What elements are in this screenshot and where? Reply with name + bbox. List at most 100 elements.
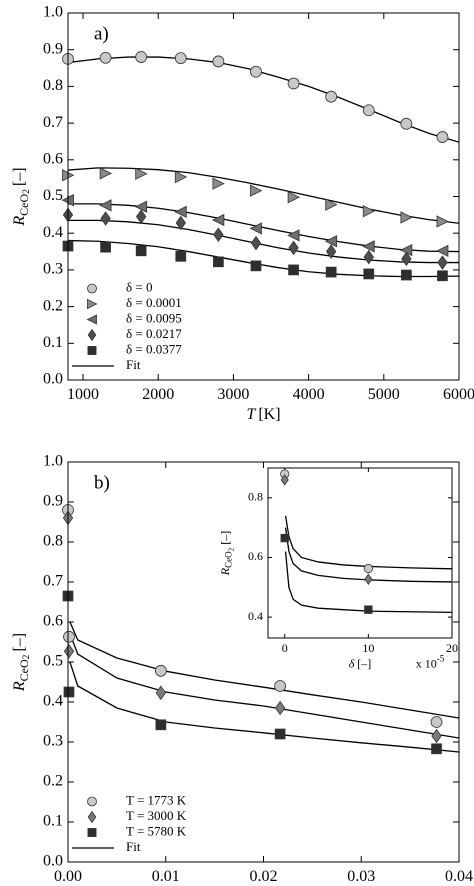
x-tick-label: 4000 bbox=[293, 386, 325, 403]
y-tick-label: 1.0 bbox=[43, 453, 63, 470]
marker bbox=[437, 255, 448, 270]
marker bbox=[175, 215, 186, 231]
y-label-subsub: 2 bbox=[21, 654, 32, 659]
marker bbox=[325, 266, 337, 278]
marker bbox=[288, 264, 299, 276]
legend-label: T = 1773 K bbox=[126, 792, 187, 807]
y-tick-label: 0.7 bbox=[43, 573, 63, 590]
y-label-unit: [–] bbox=[218, 531, 232, 545]
y-tick-label: 0.1 bbox=[43, 813, 63, 830]
marker bbox=[362, 205, 376, 218]
y-tick-label: 0.6 bbox=[43, 150, 63, 167]
marker bbox=[135, 51, 148, 63]
legend-label: δ = 0.0217 bbox=[126, 326, 182, 341]
chart-2: 0 10 200.40.60.8δ [–]RCeO2[–]x 10-5 bbox=[218, 467, 458, 670]
marker bbox=[99, 167, 112, 180]
marker bbox=[287, 77, 300, 90]
fit-line bbox=[68, 239, 459, 278]
y-tick-label: 1.0 bbox=[43, 4, 63, 21]
marker bbox=[325, 90, 338, 103]
marker bbox=[280, 474, 289, 486]
marker bbox=[174, 52, 187, 65]
y-axis-label: RCeO2 [–] bbox=[11, 167, 33, 226]
plot-frame bbox=[67, 12, 460, 381]
legend-label: T = 5780 K bbox=[126, 823, 187, 838]
y-tick-label: 0.3 bbox=[43, 733, 63, 750]
plot-frame bbox=[67, 461, 460, 863]
plot-background bbox=[268, 468, 452, 638]
y-tick-label: 0.9 bbox=[43, 493, 63, 510]
marker bbox=[364, 573, 373, 585]
x-tick-label: 0.02 bbox=[250, 868, 278, 885]
marker bbox=[99, 199, 112, 212]
marker bbox=[212, 55, 225, 68]
marker bbox=[274, 728, 286, 740]
x-axis-label: δ [–] bbox=[349, 656, 372, 670]
legend-label: Fit bbox=[126, 357, 141, 372]
marker bbox=[400, 117, 413, 130]
marker bbox=[155, 719, 167, 731]
marker bbox=[250, 235, 262, 251]
marker bbox=[135, 167, 148, 180]
y-tick-label: 0.4 bbox=[43, 224, 63, 241]
fit-line bbox=[69, 661, 459, 753]
marker bbox=[174, 170, 188, 184]
marker bbox=[287, 229, 300, 242]
y-label-symbol: R bbox=[218, 567, 232, 576]
marker bbox=[288, 240, 299, 256]
legend-marker bbox=[87, 796, 97, 807]
marker bbox=[250, 260, 262, 272]
marker bbox=[362, 104, 375, 117]
fit-line bbox=[284, 515, 452, 570]
marker bbox=[63, 686, 75, 698]
y-tick-label: 0.1 bbox=[43, 334, 63, 351]
marker bbox=[436, 131, 449, 143]
marker bbox=[135, 245, 147, 257]
marker bbox=[274, 680, 287, 692]
legend-marker bbox=[87, 810, 97, 824]
y-label-symbol: R bbox=[11, 681, 28, 692]
marker bbox=[401, 251, 412, 267]
fit-line bbox=[68, 56, 459, 143]
marker bbox=[401, 269, 412, 281]
x-multiplier-base: x 10 bbox=[416, 656, 437, 670]
y-label-symbol: R bbox=[11, 216, 28, 227]
y-tick-label: 0.6 bbox=[43, 613, 63, 630]
marker bbox=[287, 191, 300, 204]
fit-line bbox=[68, 219, 459, 264]
legend-marker bbox=[86, 314, 97, 325]
y-label-sub: CeO bbox=[224, 551, 234, 568]
legend-label: Fit bbox=[126, 839, 141, 854]
x-label-unit: [K] bbox=[258, 406, 280, 423]
marker bbox=[63, 643, 75, 659]
marker bbox=[400, 211, 413, 224]
marker bbox=[274, 700, 286, 716]
marker bbox=[280, 533, 289, 543]
marker bbox=[212, 177, 225, 190]
marker bbox=[100, 241, 111, 253]
legend-marker bbox=[87, 298, 98, 310]
marker bbox=[436, 215, 449, 228]
y-tick-label: 0.2 bbox=[43, 773, 63, 790]
fit-line bbox=[68, 167, 459, 224]
fit-line bbox=[69, 633, 459, 739]
y-axis-label: RCeO2 [–] bbox=[11, 633, 33, 692]
x-tick-label: 10 bbox=[362, 641, 374, 655]
marker bbox=[135, 209, 147, 224]
marker bbox=[430, 716, 443, 728]
marker bbox=[363, 563, 373, 574]
legend-marker bbox=[87, 328, 97, 342]
y-tick-label: 0.7 bbox=[43, 114, 63, 131]
y-label-sub: CeO bbox=[17, 194, 31, 216]
marker bbox=[324, 235, 338, 248]
y-tick-label: 0.0 bbox=[43, 853, 63, 870]
legend-marker bbox=[87, 346, 97, 355]
y-label-unit: [–] bbox=[11, 167, 28, 186]
legend-label: δ = 0 bbox=[126, 279, 152, 294]
fit-line bbox=[284, 527, 452, 583]
chart-0: 1000 2000 3000 4000 5000 6000 0.0 0.1 0.2 0.3 0.4 0… bbox=[11, 4, 474, 423]
legend-marker bbox=[87, 283, 97, 294]
x-multiplier-exp: -5 bbox=[437, 654, 445, 664]
